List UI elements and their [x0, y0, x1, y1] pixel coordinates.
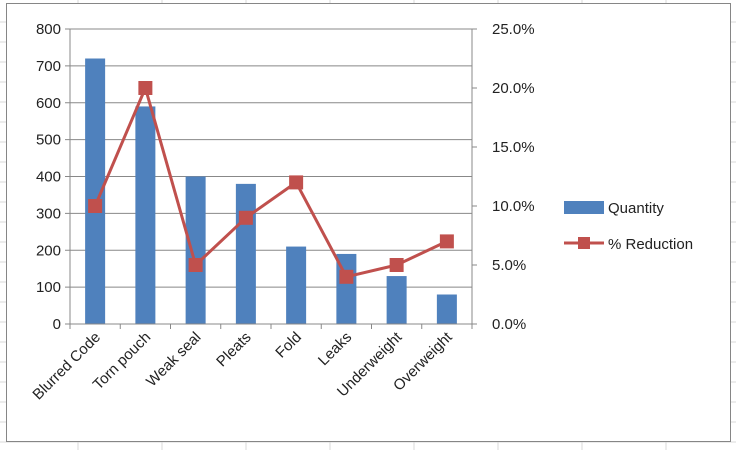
reduction-point	[138, 81, 153, 95]
bar	[235, 183, 256, 324]
left-axis-ticks: 0 100 200 300 400 500 600 700 800	[36, 21, 70, 333]
right-axis-ticks: 0.0% 5.0% 10.0% 15.0% 20.0% 25.0%	[472, 21, 535, 333]
legend-marker-reduction	[578, 237, 590, 249]
right-tick-label: 15.0%	[492, 139, 535, 156]
reduction-point	[88, 199, 103, 213]
legend-swatch-quantity	[564, 201, 604, 214]
legend-item-quantity: Quantity	[564, 200, 664, 217]
bar	[135, 106, 156, 324]
legend-label-quantity: Quantity	[608, 200, 664, 217]
left-tick-label: 700	[36, 58, 61, 75]
reduction-point	[389, 258, 404, 272]
category-label: Pleats	[213, 329, 255, 371]
category-label: Leaks	[315, 329, 355, 369]
left-tick-label: 800	[36, 21, 61, 38]
legend-item-reduction: % Reduction	[564, 236, 693, 253]
bar	[386, 276, 407, 324]
bar	[85, 58, 106, 324]
reduction-series-line	[93, 86, 448, 279]
left-tick-label: 200	[36, 242, 61, 259]
bar	[185, 176, 206, 324]
right-tick-label: 25.0%	[492, 21, 535, 38]
right-tick-label: 0.0%	[492, 316, 526, 333]
left-tick-label: 300	[36, 205, 61, 222]
reduction-point	[188, 258, 203, 272]
left-tick-label: 100	[36, 279, 61, 296]
reduction-point	[289, 175, 304, 190]
chart-area[interactable]: 0 100 200 300 400 500 600 700 800 0.0% 5.0% 10.0% 1…	[6, 3, 731, 442]
bar	[286, 246, 307, 324]
bar	[436, 294, 457, 324]
left-tick-label: 400	[36, 169, 61, 186]
reduction-point	[339, 269, 354, 284]
left-tick-label: 600	[36, 95, 61, 112]
reduction-line	[88, 81, 454, 284]
reduction-point	[439, 234, 454, 249]
category-label: Blurred Code	[29, 329, 104, 404]
category-label: Weak seal	[143, 329, 204, 390]
left-tick-label: 0	[53, 316, 61, 333]
reduction-point	[238, 210, 253, 225]
left-tick-label: 500	[36, 132, 61, 149]
gridlines	[70, 28, 472, 325]
legend: Quantity % Reduction	[564, 200, 693, 253]
right-tick-label: 10.0%	[492, 198, 535, 215]
right-tick-label: 5.0%	[492, 257, 526, 274]
combo-chart: 0 100 200 300 400 500 600 700 800 0.0% 5.0% 10.0% 1…	[29, 21, 693, 404]
legend-label-reduction: % Reduction	[608, 236, 693, 253]
right-tick-label: 20.0%	[492, 80, 535, 97]
category-label: Fold	[272, 329, 305, 362]
